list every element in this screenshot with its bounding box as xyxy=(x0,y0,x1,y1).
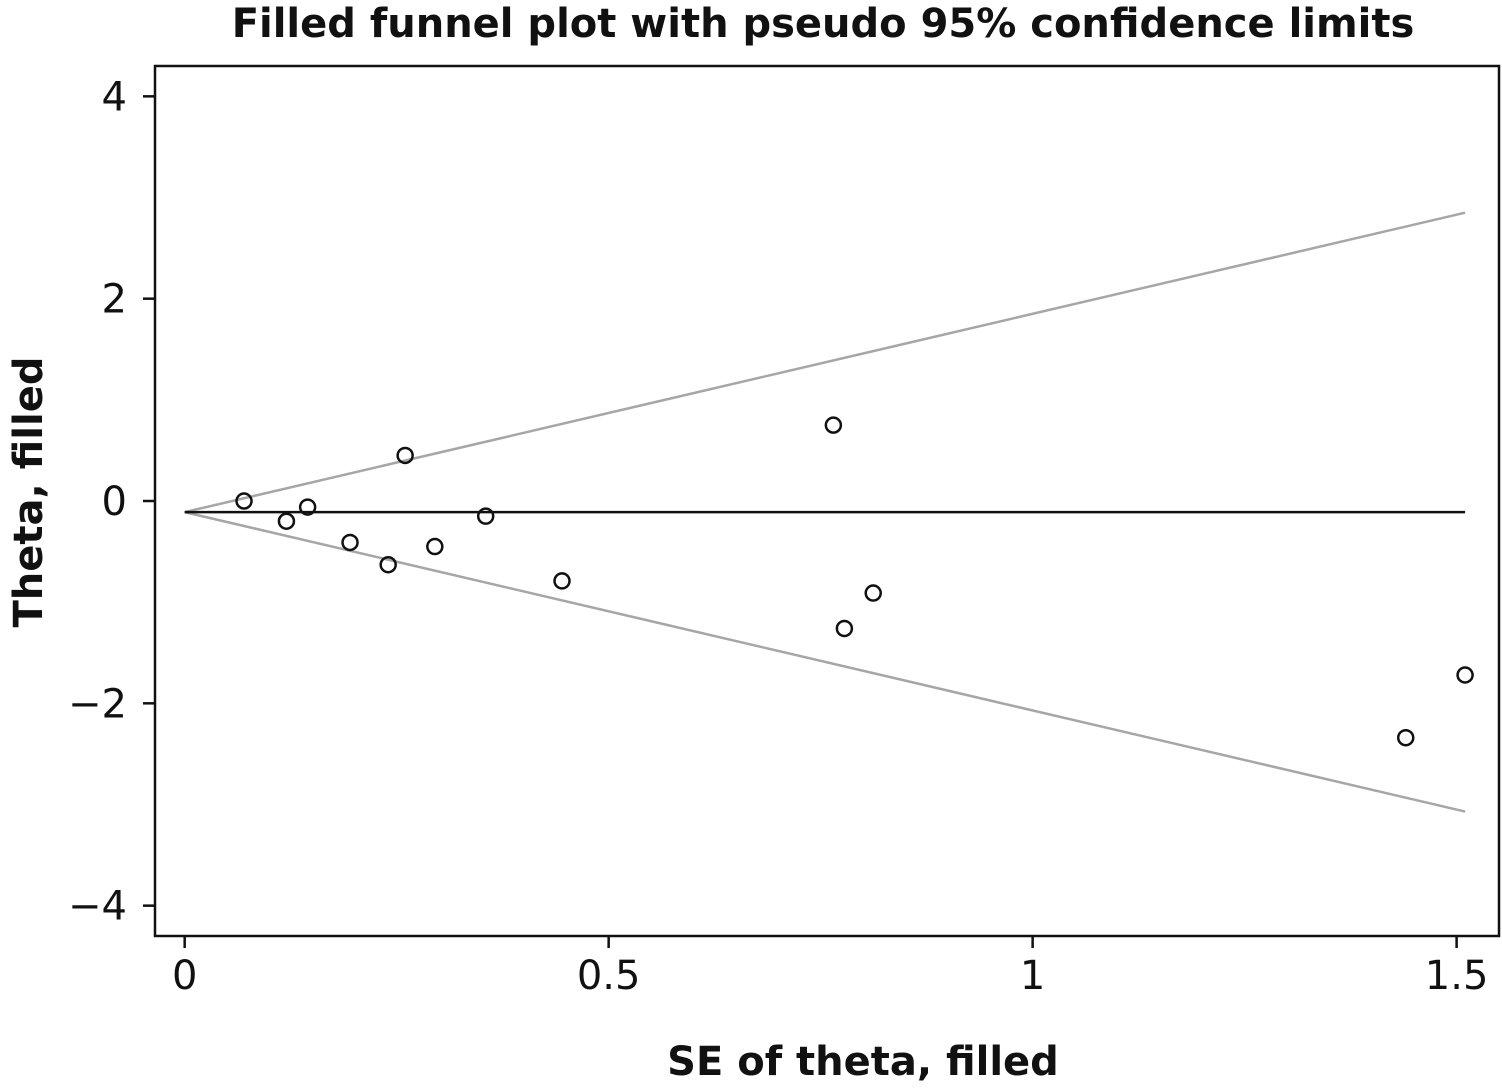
x-axis-ticks: 0 0.5 1 1.5 xyxy=(172,936,1488,999)
plot-area-frame xyxy=(153,64,1501,938)
chart-title: Filled funnel plot with pseudo 95% confi… xyxy=(232,1,1415,47)
data-point xyxy=(824,416,843,434)
data-point xyxy=(379,555,397,574)
data-point xyxy=(235,492,253,510)
y-axis-label: Theta, filled xyxy=(6,357,52,628)
lines-layer xyxy=(184,211,1466,813)
data-point xyxy=(1396,728,1415,747)
lower-confidence-limit-line xyxy=(184,510,1466,813)
data-point xyxy=(396,446,414,465)
data-point xyxy=(298,498,317,516)
y-tick-label: 4 xyxy=(102,74,127,120)
data-point xyxy=(277,512,296,530)
y-tick-label: 2 xyxy=(102,277,127,323)
x-tick-label: 0 xyxy=(172,953,197,999)
upper-confidence-limit-line xyxy=(184,211,1466,514)
data-point xyxy=(553,572,571,590)
data-point xyxy=(341,533,359,552)
data-point xyxy=(835,619,854,638)
x-tick-label: 1.5 xyxy=(1425,953,1489,999)
data-point xyxy=(476,507,495,525)
data-point xyxy=(426,537,444,556)
data-point xyxy=(1456,666,1474,684)
y-tick-label: −4 xyxy=(68,884,127,930)
y-tick-label: 0 xyxy=(102,479,127,525)
y-tick-label: −2 xyxy=(68,681,127,727)
data-point xyxy=(864,584,882,602)
x-tick-label: 1 xyxy=(1020,953,1045,999)
x-tick-label: 0.5 xyxy=(577,953,641,999)
points-layer xyxy=(235,416,1474,747)
x-axis-label: SE of theta, filled xyxy=(667,1039,1059,1085)
y-axis-ticks: 4 2 0 −2 −4 xyxy=(68,74,155,930)
